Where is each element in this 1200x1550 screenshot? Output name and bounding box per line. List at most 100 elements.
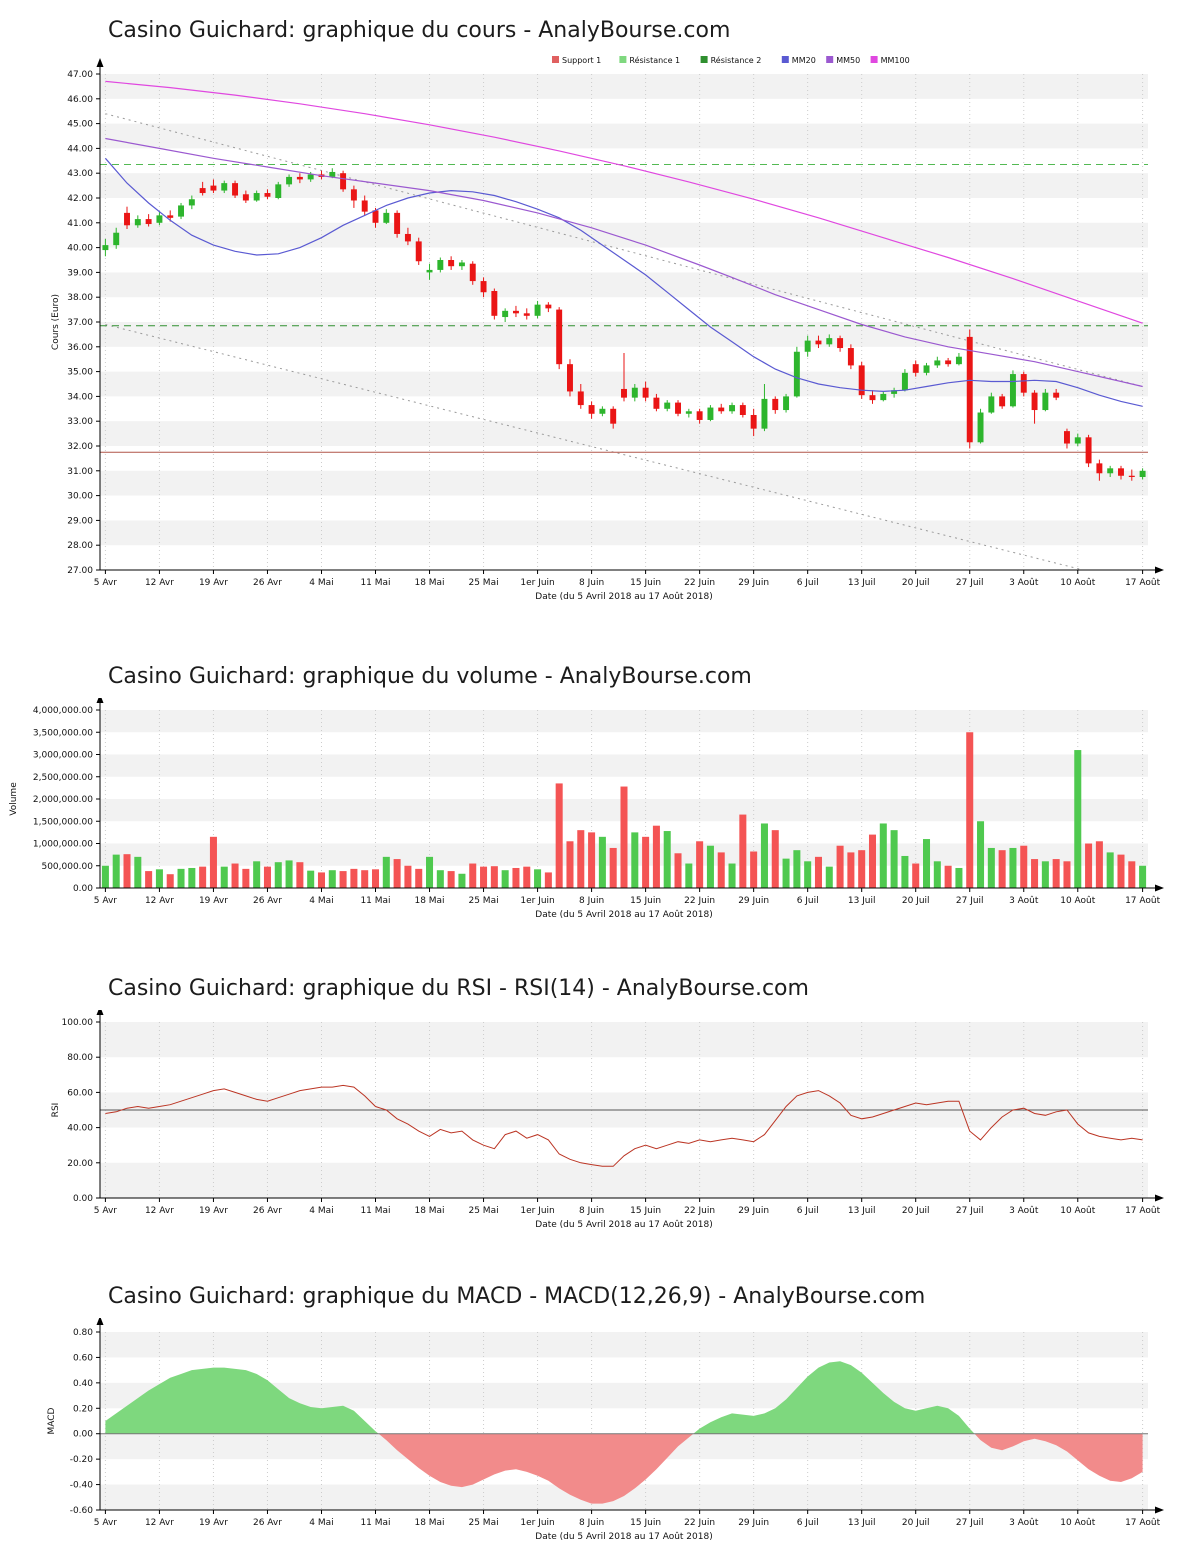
svg-text:10 Août: 10 Août (1060, 896, 1096, 906)
axes: -0.60 -0.40 -0.20 0.00 0.20 0.40 0.60 0.80 5 Avr… (47, 1318, 1164, 1542)
svg-text:8 Juin: 8 Juin (579, 1518, 604, 1528)
svg-text:6 Juil: 6 Juil (797, 1206, 819, 1216)
axes: 0.00 500,000.00 1,000,000.00 1,500,000.00 2,… (9, 698, 1164, 920)
svg-text:36.00: 36.00 (67, 343, 93, 353)
svg-text:18 Mai: 18 Mai (414, 896, 444, 906)
svg-text:Date (du 5 Avril 2018 au 17 Ao: Date (du 5 Avril 2018 au 17 Août 2018) (535, 1220, 712, 1230)
price-chart-section: Casino Guichard: graphique du cours - An… (0, 18, 1200, 608)
svg-text:10 Août: 10 Août (1060, 1518, 1096, 1528)
svg-text:Support 1: Support 1 (562, 56, 601, 65)
svg-text:1er Juin: 1er Juin (520, 578, 554, 588)
macd-chart-canvas: -0.60 -0.40 -0.20 0.00 0.20 0.40 0.60 0.80 5 Avr… (47, 1318, 1164, 1542)
svg-text:Cours (Euro): Cours (Euro) (51, 294, 61, 350)
svg-text:33.00: 33.00 (67, 417, 93, 427)
svg-text:13 Juil: 13 Juil (848, 578, 876, 588)
macd-chart-section: Casino Guichard: graphique du MACD - MAC… (0, 1284, 1200, 1546)
svg-text:6 Juil: 6 Juil (797, 578, 819, 588)
price-chart-canvas: Support 1 Résistance 1 Résistance 2 MM20 MM5… (51, 55, 1164, 602)
svg-text:42.00: 42.00 (67, 194, 93, 204)
svg-text:27 Juil: 27 Juil (956, 896, 984, 906)
svg-text:29 Juin: 29 Juin (738, 1206, 769, 1216)
svg-text:3 Août: 3 Août (1009, 896, 1039, 906)
y-axis-arrow (96, 1318, 104, 1325)
svg-text:26 Avr: 26 Avr (253, 578, 282, 588)
volume-chart-section: Casino Guichard: graphique du volume - A… (0, 664, 1200, 924)
svg-text:-0.60: -0.60 (70, 1506, 94, 1516)
svg-text:3 Août: 3 Août (1009, 1518, 1039, 1528)
svg-text:1er Juin: 1er Juin (520, 896, 554, 906)
svg-text:30.00: 30.00 (67, 492, 93, 502)
svg-text:40.00: 40.00 (67, 244, 93, 254)
svg-text:27 Juil: 27 Juil (956, 1206, 984, 1216)
svg-text:RSI: RSI (51, 1103, 61, 1118)
svg-text:34.00: 34.00 (67, 392, 93, 402)
svg-text:40.00: 40.00 (67, 1124, 93, 1134)
svg-text:4 Mai: 4 Mai (309, 1518, 333, 1528)
svg-text:8 Juin: 8 Juin (579, 896, 604, 906)
svg-text:12 Avr: 12 Avr (145, 1518, 174, 1528)
svg-text:20 Juil: 20 Juil (902, 1518, 930, 1528)
svg-text:-0.40: -0.40 (70, 1481, 94, 1491)
svg-text:20.00: 20.00 (67, 1159, 93, 1169)
legend: Support 1 Résistance 1 Résistance 2 MM20 MM5… (552, 55, 910, 65)
svg-text:60.00: 60.00 (67, 1088, 93, 1098)
svg-text:11 Mai: 11 Mai (360, 896, 390, 906)
svg-text:37.00: 37.00 (67, 318, 93, 328)
rsi-line (105, 1084, 1143, 1167)
svg-text:11 Mai: 11 Mai (360, 1206, 390, 1216)
svg-text:3 Août: 3 Août (1009, 578, 1039, 588)
svg-text:20 Juil: 20 Juil (902, 1206, 930, 1216)
axes: 0.00 20.00 40.00 60.00 80.00 100.00 5 Avr 12 Av… (51, 1010, 1164, 1230)
svg-text:Résistance 2: Résistance 2 (711, 55, 762, 65)
svg-text:8 Juin: 8 Juin (579, 578, 604, 588)
volume-chart-title: Casino Guichard: graphique du volume - A… (108, 664, 752, 689)
svg-text:0.60: 0.60 (73, 1353, 93, 1363)
axes: 27.00 28.00 29.00 30.00 31.00 32.00 33.00 34.00… (51, 58, 1164, 602)
svg-text:5 Avr: 5 Avr (94, 1206, 118, 1216)
svg-text:4 Mai: 4 Mai (309, 896, 333, 906)
svg-text:12 Avr: 12 Avr (145, 1206, 174, 1216)
svg-text:13 Juil: 13 Juil (848, 896, 876, 906)
svg-text:6 Juil: 6 Juil (797, 1518, 819, 1528)
svg-text:41.00: 41.00 (67, 219, 93, 229)
svg-text:Date (du 5 Avril 2018 au 17 Ao: Date (du 5 Avril 2018 au 17 Août 2018) (535, 1532, 712, 1542)
svg-text:Date (du 5 Avril 2018 au 17 Ao: Date (du 5 Avril 2018 au 17 Août 2018) (535, 910, 712, 920)
svg-text:0.80: 0.80 (73, 1328, 93, 1338)
rsi-chart-canvas: 0.00 20.00 40.00 60.00 80.00 100.00 5 Avr 12 Av… (51, 1010, 1164, 1230)
svg-text:29.00: 29.00 (67, 516, 93, 526)
macd-area-negative (378, 1433, 1143, 1504)
svg-text:26 Avr: 26 Avr (253, 1206, 282, 1216)
svg-text:25 Mai: 25 Mai (468, 1206, 498, 1216)
svg-text:15 Juin: 15 Juin (630, 578, 661, 588)
svg-text:15 Juin: 15 Juin (630, 1518, 661, 1528)
svg-text:5 Avr: 5 Avr (94, 578, 118, 588)
svg-text:25 Mai: 25 Mai (468, 896, 498, 906)
svg-text:22 Juin: 22 Juin (684, 1206, 715, 1216)
svg-text:3,500,000.00: 3,500,000.00 (33, 728, 93, 738)
svg-text:45.00: 45.00 (67, 120, 93, 130)
svg-text:6 Juil: 6 Juil (797, 896, 819, 906)
svg-text:19 Avr: 19 Avr (199, 1518, 228, 1528)
svg-text:25 Mai: 25 Mai (468, 1518, 498, 1528)
svg-text:0.40: 0.40 (73, 1379, 93, 1389)
svg-text:2,000,000.00: 2,000,000.00 (33, 795, 93, 805)
x-axis-arrow (1155, 1194, 1164, 1202)
svg-text:19 Avr: 19 Avr (199, 896, 228, 906)
background-bands (100, 74, 1148, 546)
svg-text:22 Juin: 22 Juin (684, 896, 715, 906)
svg-text:8 Juin: 8 Juin (579, 1206, 604, 1216)
y-axis-arrow (96, 698, 104, 703)
rsi-chart-section: Casino Guichard: graphique du RSI - RSI(… (0, 976, 1200, 1234)
svg-text:29 Juin: 29 Juin (738, 578, 769, 588)
svg-text:0.00: 0.00 (73, 1430, 93, 1440)
svg-text:38.00: 38.00 (67, 293, 93, 303)
svg-text:19 Avr: 19 Avr (199, 1206, 228, 1216)
svg-text:20 Juil: 20 Juil (902, 896, 930, 906)
svg-text:29 Juin: 29 Juin (738, 1518, 769, 1528)
svg-text:35.00: 35.00 (67, 368, 93, 378)
svg-text:17 Août: 17 Août (1125, 1206, 1161, 1216)
y-axis-arrow (96, 58, 104, 67)
svg-text:80.00: 80.00 (67, 1053, 93, 1063)
svg-text:17 Août: 17 Août (1125, 896, 1161, 906)
